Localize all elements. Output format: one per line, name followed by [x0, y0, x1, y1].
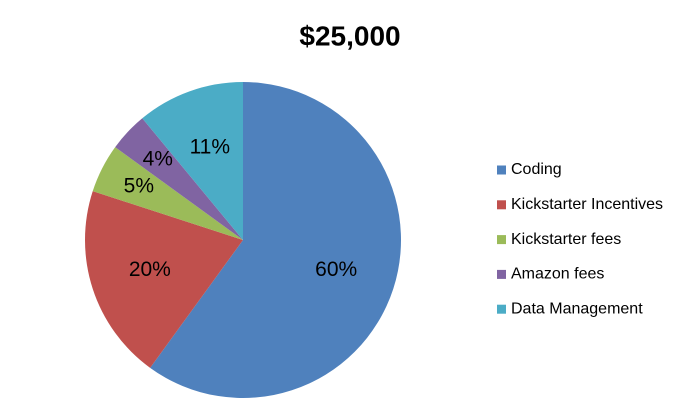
legend-label: Data Management [511, 300, 643, 317]
data-label: 5% [124, 174, 154, 197]
legend-label: Kickstarter fees [511, 231, 621, 248]
legend-label: Amazon fees [511, 266, 604, 283]
legend-label: Kickstarter Incentives [511, 196, 663, 213]
pie-slice [150, 82, 401, 398]
pie-slice [115, 118, 243, 240]
legend-swatch [497, 269, 506, 279]
legend-swatch [497, 304, 506, 314]
legend-swatch [497, 200, 506, 210]
legend-label: Coding [511, 161, 562, 178]
pie-slice [85, 191, 243, 368]
legend-swatch [497, 235, 506, 245]
pie-slice [92, 147, 244, 240]
legend-swatch [497, 165, 506, 175]
data-label: 60% [315, 258, 357, 281]
chart-title: $25,000 [299, 20, 400, 51]
pie-slice [142, 82, 243, 240]
data-label: 4% [143, 148, 173, 171]
data-label: 20% [129, 258, 171, 281]
data-label: 11% [190, 135, 230, 158]
